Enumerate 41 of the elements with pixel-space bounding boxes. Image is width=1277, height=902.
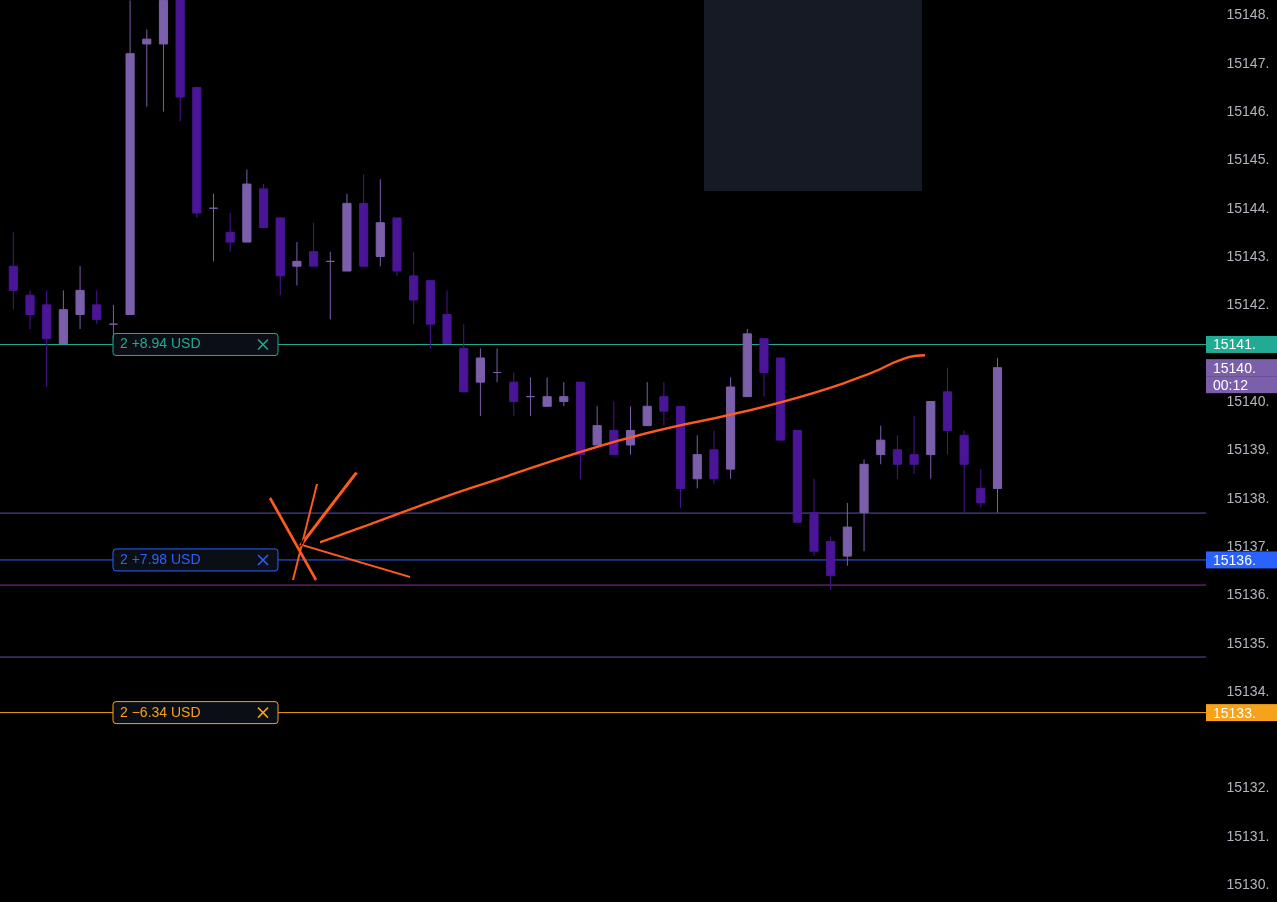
candlestick (559, 381, 569, 407)
y-tick-label: 15143. (1226, 248, 1270, 265)
candlestick (25, 289, 35, 330)
price-tag: 00:12 (1206, 376, 1277, 394)
y-tick-label: 15132. (1226, 779, 1270, 796)
candlestick (292, 241, 302, 287)
y-tick-label: 15138. (1226, 489, 1270, 506)
y-tick-label: 15139. (1226, 441, 1270, 458)
candlestick (542, 376, 552, 407)
candlestick (642, 381, 652, 427)
y-tick-label: 15144. (1226, 199, 1270, 216)
y-tick-label: 15131. (1226, 827, 1270, 844)
price-tag: 15141. (1206, 335, 1277, 353)
y-tick-label: 15146. (1226, 103, 1270, 120)
ref-line-label: 2 +7.98 USD (120, 550, 201, 567)
y-tick-label: 15145. (1226, 151, 1270, 168)
candlestick (909, 415, 919, 475)
y-tick-label: 15135. (1226, 634, 1270, 651)
y-tick-label: 15142. (1226, 296, 1270, 313)
candlestick (659, 381, 669, 427)
price-tag: 15133. (1206, 704, 1277, 722)
price-tag: 15140. (1206, 359, 1277, 377)
y-tick-label: 15147. (1226, 54, 1270, 71)
y-tick-label: 15137. (1226, 537, 1270, 554)
y-tick-label: 15148. (1226, 6, 1270, 23)
candlestick (225, 212, 235, 253)
y-tick-label: 15130. (1226, 876, 1270, 893)
candlestick (142, 28, 152, 108)
candlestick (892, 434, 902, 480)
ref-line-label: 2 +8.94 USD (120, 335, 201, 352)
y-tick-label: 15134. (1226, 682, 1270, 699)
candlestick (592, 405, 602, 446)
candlestick (876, 425, 886, 465)
candlestick (92, 289, 102, 325)
price-tag: 15136. (1206, 551, 1277, 569)
y-tick-label: 15140. (1226, 392, 1270, 409)
ref-line-label: 2 −6.34 USD (120, 703, 201, 720)
candlestick (509, 371, 519, 417)
candlestick (309, 222, 319, 267)
y-tick-label: 15136. (1226, 586, 1270, 603)
candlestick (976, 468, 986, 509)
